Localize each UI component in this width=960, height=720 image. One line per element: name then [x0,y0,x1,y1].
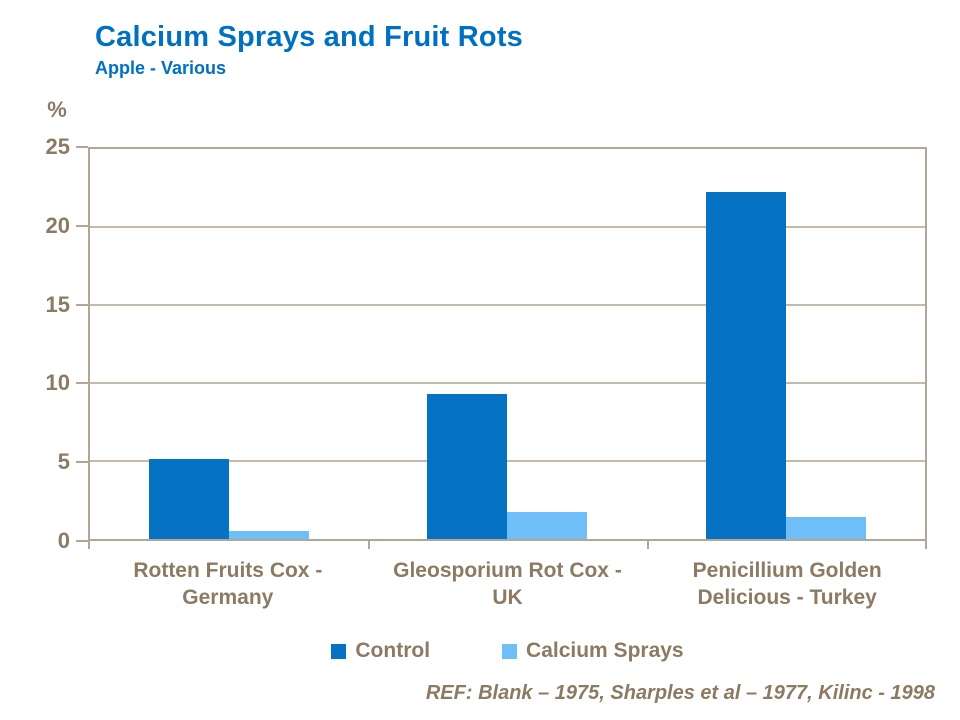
legend-swatch-control [331,643,347,659]
legend: Control Calcium Sprays [88,639,927,663]
y-tick-label-5: 5 [57,449,70,475]
y-tick-label-10: 10 [45,370,70,396]
bar-pair-1 [427,394,588,539]
chart-title: Calcium Sprays and Fruit Rots [95,21,523,53]
legend-swatch-calcium-sprays [502,643,518,659]
gridline-5 [90,460,925,462]
y-tick-mark-5 [76,461,88,464]
bar-control-0 [149,458,230,539]
plot-area [88,147,927,541]
gridline-10 [90,382,925,384]
bar-pair-0 [149,458,310,539]
y-tick-mark-25 [76,146,88,148]
bar-pair-2 [705,192,866,539]
x-tick-mark-3 [925,541,927,549]
category-label-1: Gleosporium Rot Cox - UK [393,559,622,609]
bar-group-1 [368,149,646,539]
x-tick-mark-0 [88,541,90,549]
bar-group-2 [647,149,925,539]
legend-item-control: Control [331,639,430,663]
y-tick-label-25: 25 [45,134,70,159]
bar-calcium-sprays-2 [785,516,866,539]
x-tick-mark-1 [367,541,370,549]
legend-label-control: Control [355,639,431,662]
y-axis-unit-label: % [47,97,67,122]
chart-subtitle: Apple - Various [95,58,227,78]
reference-text: REF: Blank – 1975, Sharples et al – 1977… [425,682,935,704]
y-tick-label-0: 0 [57,528,70,553]
bar-control-1 [427,394,508,539]
y-tick-mark-0 [76,540,88,542]
gridline-20 [90,226,925,228]
x-tick-mark-2 [647,541,650,549]
bar-calcium-sprays-0 [229,531,310,539]
bar-control-2 [705,192,786,539]
y-tick-mark-10 [76,382,88,385]
legend-label-calcium-sprays: Calcium Sprays [526,639,684,662]
y-tick-label-20: 20 [45,212,70,238]
y-tick-mark-15 [76,303,88,306]
bar-group-0 [90,149,368,539]
category-label-0: Rotten Fruits Cox - Germany [133,559,323,609]
bar-calcium-sprays-1 [507,512,588,539]
y-tick-label-15: 15 [45,291,70,317]
y-tick-mark-20 [76,224,88,227]
gridline-15 [90,304,925,306]
legend-item-calcium-sprays: Calcium Sprays [502,639,684,663]
category-label-2: Penicillium Golden Delicious - Turkey [692,559,882,609]
